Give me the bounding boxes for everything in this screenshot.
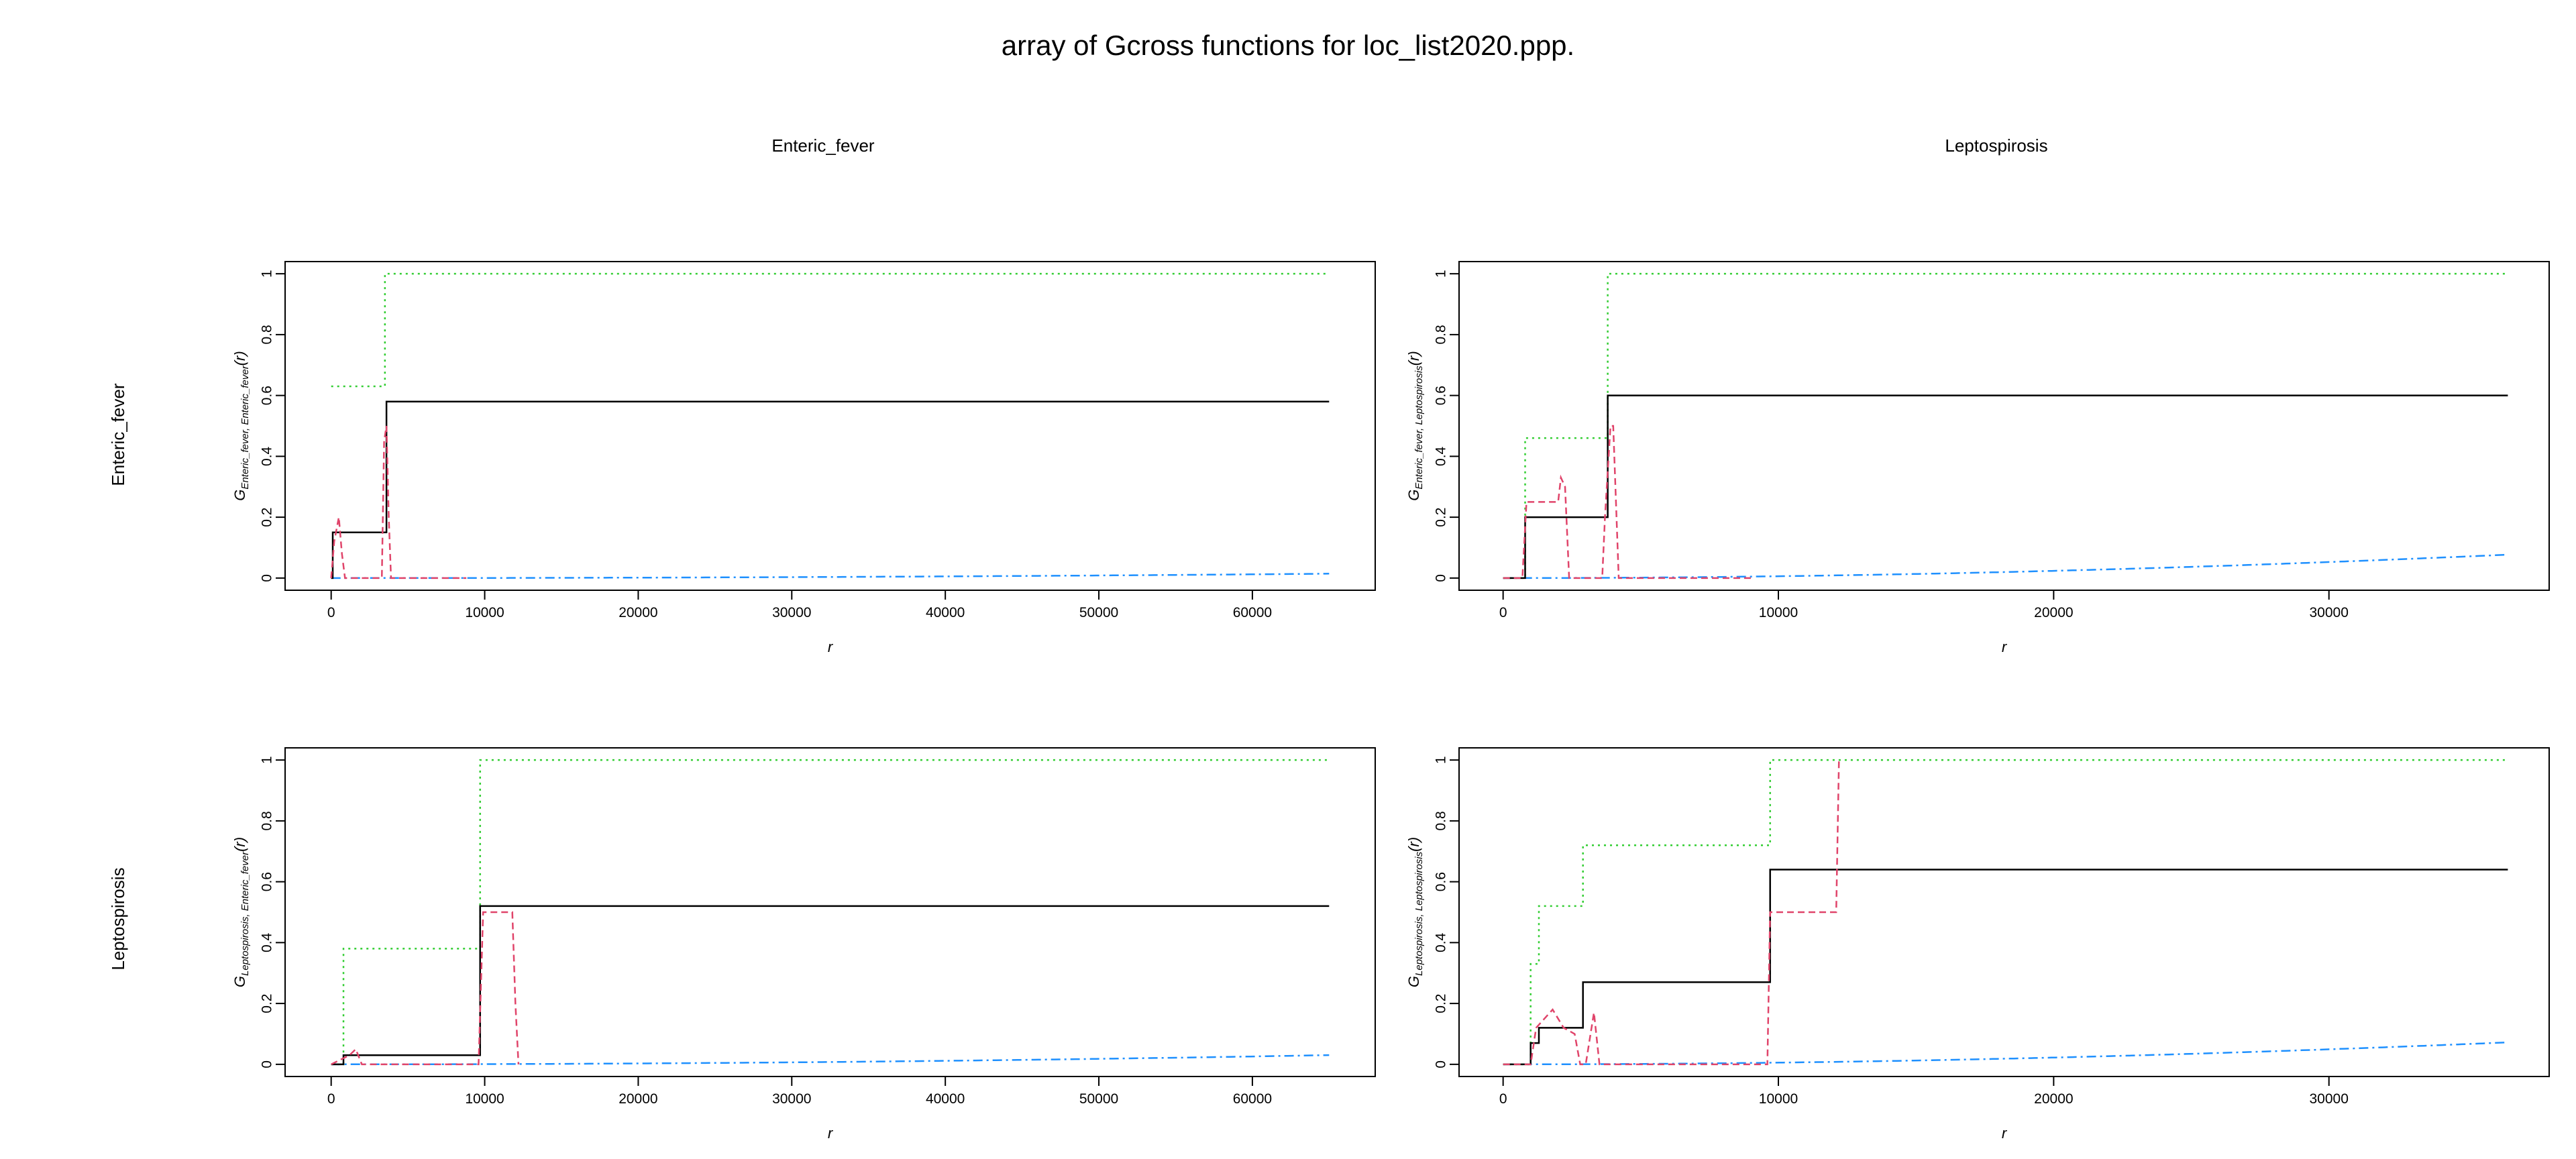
series-theoretical-line xyxy=(331,573,1330,580)
series-theoretical-line xyxy=(1503,1041,2508,1066)
series-obs-line xyxy=(1503,869,2508,1066)
y-tick-label: 0.8 xyxy=(1433,811,1448,830)
panel-1: 0 10000 20000 30000 40000 50000 60000 r 0 0.2 0.4 0… xyxy=(231,261,1376,655)
panel-4: 0 10000 20000 30000 r 0 0.2 0.4 0.6 0.8 1 GLeptospi… xyxy=(1405,747,2550,1142)
y-tick-label: 0.6 xyxy=(1433,872,1448,891)
x-tick-label: 0 xyxy=(327,1091,335,1107)
x-axis-label: r xyxy=(2002,639,2008,655)
x-tick-label: 60000 xyxy=(1233,605,1272,620)
y-tick-label: 1 xyxy=(1433,756,1448,764)
x-tick-label: 0 xyxy=(1499,1091,1507,1107)
x-tick-label: 10000 xyxy=(1759,1091,1798,1107)
x-tick-label: 20000 xyxy=(2034,1091,2073,1107)
panel-2: 0 10000 20000 30000 r 0 0.2 0.4 0.6 0.8 1 GEnteric_… xyxy=(1405,261,2550,655)
y-tick-label: 0.8 xyxy=(259,325,274,344)
series-obs-line xyxy=(331,400,1330,580)
panel-3: 0 10000 20000 30000 40000 50000 60000 r 0 0.2 0.4 0… xyxy=(231,747,1376,1142)
series-han-line xyxy=(330,425,467,580)
x-tick-label: 0 xyxy=(327,605,335,620)
x-tick-label: 50000 xyxy=(1079,1091,1118,1107)
y-tick-label: 0.4 xyxy=(259,446,274,466)
x-tick-label: 40000 xyxy=(926,605,965,620)
y-tick-label: 0.6 xyxy=(259,872,274,891)
series-km-line xyxy=(1503,759,2508,1066)
series-theoretical-line xyxy=(1503,553,2508,580)
y-tick-label: 1 xyxy=(1433,270,1448,278)
y-tick-label: 0 xyxy=(259,1060,274,1068)
x-tick-label: 10000 xyxy=(1759,605,1798,620)
x-tick-label: 30000 xyxy=(772,605,811,620)
y-tick-label: 1 xyxy=(259,270,274,278)
series-km-line xyxy=(1503,272,2508,580)
y-tick-label: 0.4 xyxy=(259,932,274,952)
x-tick-label: 10000 xyxy=(465,605,504,620)
x-tick-label: 50000 xyxy=(1079,605,1118,620)
plot-frame xyxy=(284,261,1376,591)
series-km-line xyxy=(331,272,1330,388)
x-axis-label: r xyxy=(828,1125,834,1142)
plot-frame xyxy=(1458,747,2550,1077)
x-axis-label: r xyxy=(2002,1125,2008,1142)
x-tick-label: 10000 xyxy=(465,1091,504,1107)
x-tick-label: 30000 xyxy=(2310,1091,2349,1107)
x-tick-label: 40000 xyxy=(926,1091,965,1107)
column-header-2: Leptospirosis xyxy=(1945,135,2048,156)
y-tick-label: 0 xyxy=(1433,1060,1448,1068)
y-axis-label: GEnteric_fever, Leptospirosis(r) xyxy=(1405,351,1425,500)
x-tick-label: 20000 xyxy=(2034,605,2073,620)
x-axis-label: r xyxy=(828,639,834,655)
y-tick-label: 0.8 xyxy=(1433,325,1448,344)
figure-title: array of Gcross functions for loc_list20… xyxy=(1001,30,1575,61)
y-tick-label: 0.2 xyxy=(1433,508,1448,527)
x-tick-label: 20000 xyxy=(619,1091,657,1107)
y-tick-label: 0.4 xyxy=(1433,446,1448,466)
x-tick-label: 60000 xyxy=(1233,1091,1272,1107)
series-obs-line xyxy=(331,905,1330,1066)
x-tick-label: 0 xyxy=(1499,605,1507,620)
x-tick-label: 20000 xyxy=(619,605,657,620)
y-tick-label: 0.8 xyxy=(259,811,274,830)
plot-frame xyxy=(284,747,1376,1077)
x-tick-label: 30000 xyxy=(772,1091,811,1107)
y-tick-label: 0.6 xyxy=(259,386,274,405)
y-tick-label: 0.2 xyxy=(1433,994,1448,1013)
y-tick-label: 0.2 xyxy=(259,994,274,1013)
column-header-1: Enteric_fever xyxy=(771,135,875,156)
y-tick-label: 0.4 xyxy=(1433,932,1448,952)
y-tick-label: 1 xyxy=(259,756,274,764)
series-han-line xyxy=(331,911,520,1066)
y-tick-label: 0 xyxy=(1433,574,1448,582)
y-axis-label: GLeptospirosis, Enteric_fever(r) xyxy=(231,837,251,987)
y-axis-label: GLeptospirosis, Leptospirosis(r) xyxy=(1405,837,1425,987)
x-tick-label: 30000 xyxy=(2310,605,2349,620)
y-tick-label: 0.6 xyxy=(1433,386,1448,405)
series-obs-line xyxy=(1503,394,2508,580)
plot-frame xyxy=(1458,261,2550,591)
series-han-line xyxy=(1503,760,1840,1066)
y-tick-label: 0 xyxy=(259,574,274,582)
y-tick-label: 0.2 xyxy=(259,508,274,527)
y-axis-label: GEnteric_fever, Enteric_fever(r) xyxy=(231,351,251,500)
series-han-line xyxy=(1503,425,1751,580)
series-theoretical-line xyxy=(331,1054,1330,1066)
